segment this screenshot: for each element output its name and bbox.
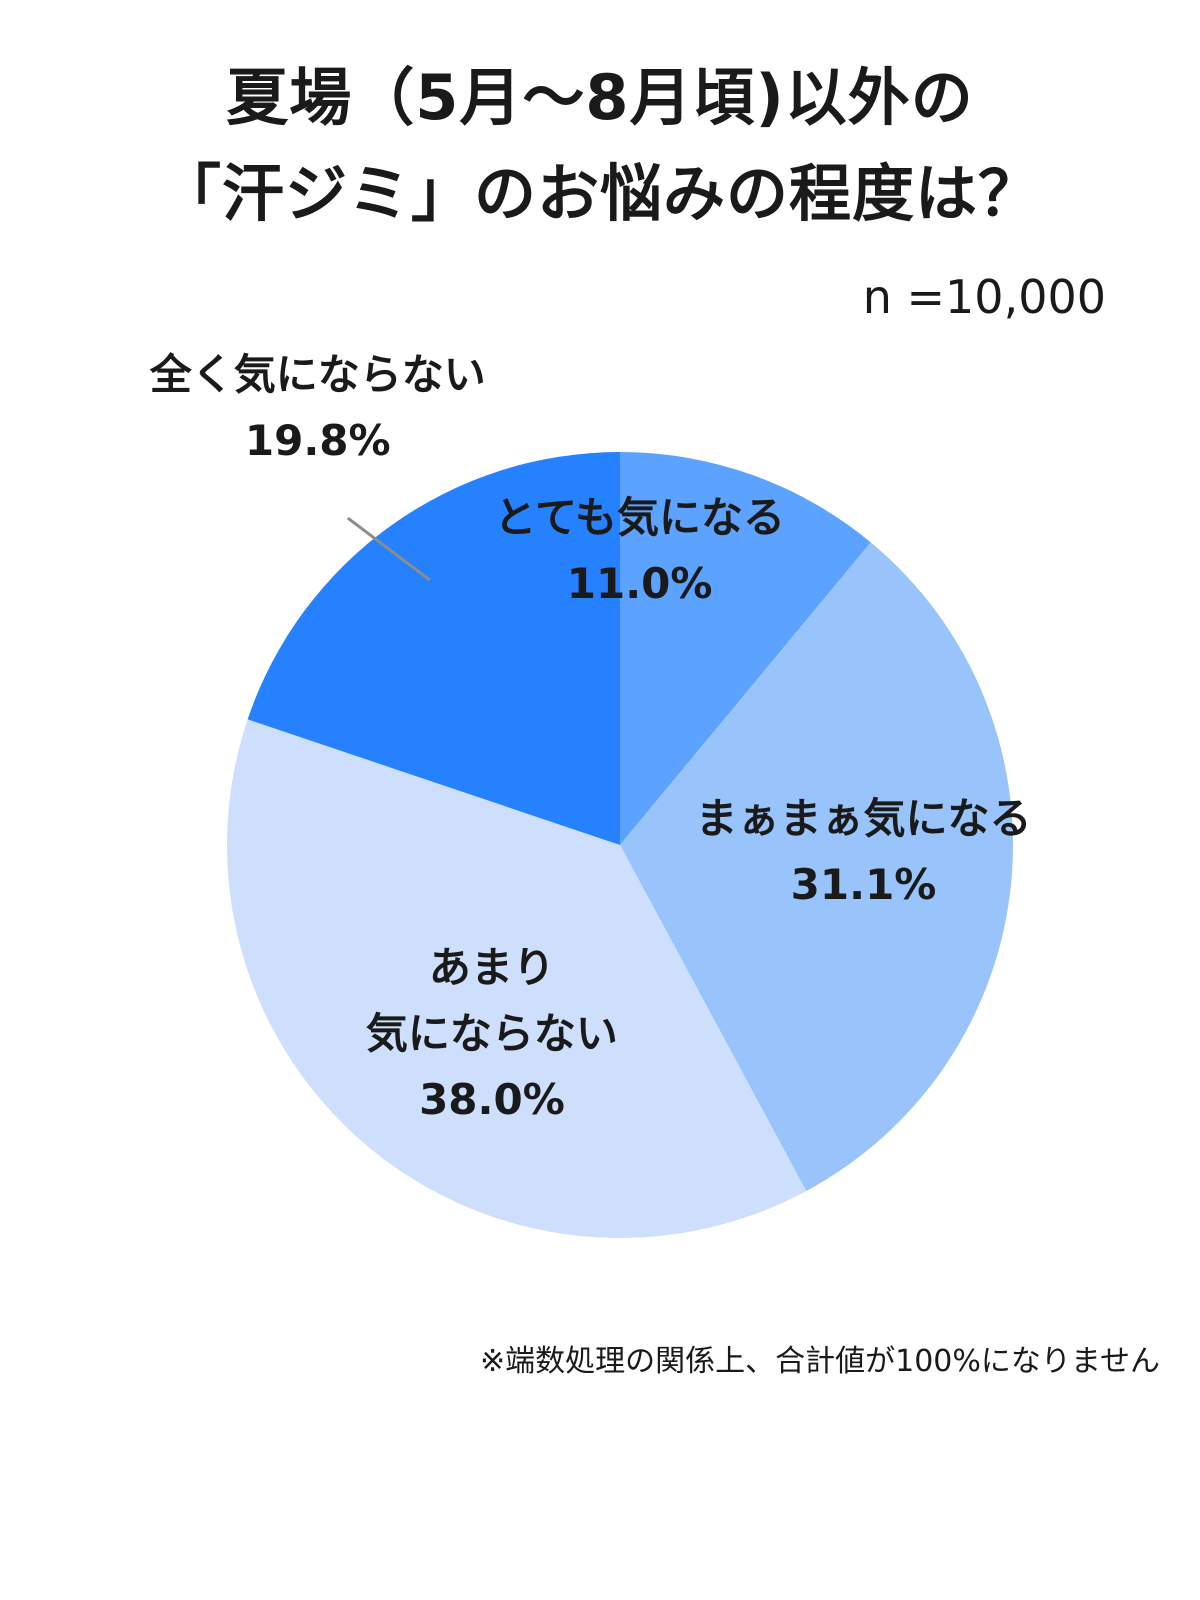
pie-slice-not-very-concerned — [226, 719, 807, 1239]
pie-slice-not-concerned-at-all — [247, 452, 620, 845]
pie-slices — [226, 452, 1013, 1239]
leader-line — [346, 516, 431, 582]
slice-label-text-line-1: あまり — [428, 942, 555, 992]
chart-title: 夏場（5月～8月頃)以外の 「汗ジミ」のお悩みの程度は？ — [0, 50, 1200, 242]
slice-label-not-very-concerned: あまり 気にならない 38.0% — [366, 935, 618, 1133]
slice-label-somewhat-concerned: まぁまぁ気になる 31.1% — [696, 786, 1032, 918]
chart-title-line-2: 「汗ジミ」のお悩みの程度は？ — [158, 157, 1041, 230]
slice-label-very-concerned: とても気になる 11.0% — [494, 485, 785, 617]
slice-label-text-line-2: 気にならない — [365, 1008, 618, 1058]
slice-value-label: 38.0% — [419, 1074, 565, 1124]
pie-slice-somewhat-concerned — [620, 542, 1013, 1192]
slice-value-label: 11.0% — [566, 558, 713, 608]
slice-value-label: 19.8% — [244, 416, 391, 466]
slice-label-text: 全く気にならない — [149, 350, 486, 400]
slice-value-label: 31.1% — [790, 860, 937, 910]
sample-size-label: n =10,000 — [862, 270, 1106, 324]
slice-label-not-concerned-at-all: 全く気にならない 19.8% — [150, 342, 486, 474]
slice-label-text: とても気になる — [494, 492, 785, 542]
slice-label-text: まぁまぁ気になる — [695, 794, 1032, 844]
pie-slice-very-concerned — [620, 452, 871, 845]
footnote: ※端数処理の関係上、合計値が100%になりません — [479, 1344, 1160, 1379]
chart-title-line-1: 夏場（5月～8月頃)以外の — [226, 61, 974, 134]
